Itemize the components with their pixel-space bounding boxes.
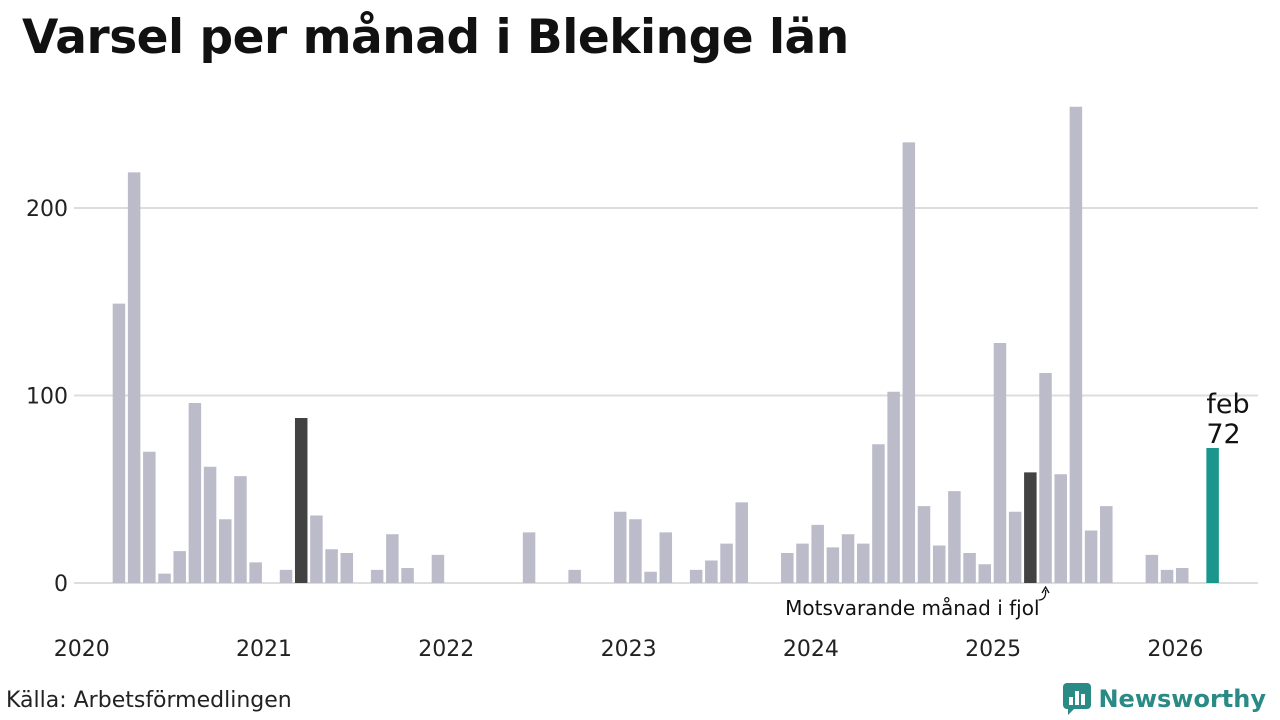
bar-2023-01 (644, 571, 657, 583)
y-tick-label: 200 (26, 197, 68, 222)
bar-2026-02 (1206, 448, 1219, 583)
bar-2020-02 (112, 303, 126, 583)
bar-2021-02 (294, 418, 308, 583)
bar-2022-11 (613, 511, 627, 583)
bar-2025-01 (1008, 511, 1022, 583)
current-value-label: 72 (1206, 419, 1240, 450)
x-tick-label-2025: 2025 (965, 637, 1021, 662)
y-tick-label: 0 (54, 572, 68, 597)
bar-2024-12 (993, 343, 1007, 583)
brand-logo: Newsworthy (1062, 682, 1266, 716)
bar-2020-08 (203, 466, 217, 583)
chart-title: Varsel per månad i Blekinge län (22, 10, 849, 65)
bar-2021-09 (401, 568, 414, 583)
bar-2025-12 (1175, 568, 1189, 583)
bar-2024-11 (978, 564, 992, 583)
bars (112, 106, 1219, 583)
bar-2023-11 (796, 543, 809, 583)
bar-2024-03 (857, 543, 870, 583)
bar-2024-02 (841, 534, 855, 583)
current-month-label: feb (1206, 389, 1249, 420)
bar-2021-11 (431, 554, 445, 583)
bar-2025-07 (1100, 506, 1113, 583)
bar-2024-06 (902, 142, 916, 583)
bar-2025-06 (1084, 530, 1098, 583)
bar-2023-12 (811, 524, 824, 583)
x-tick-label-2024: 2024 (783, 637, 839, 662)
annotation-arrow (1038, 589, 1047, 601)
bar-2020-06 (173, 551, 186, 583)
bar-2025-03 (1039, 373, 1052, 583)
bar-2023-07 (735, 502, 748, 583)
bar-2021-07 (370, 569, 384, 583)
bar-2020-05 (158, 573, 171, 583)
bar-2022-05 (522, 532, 536, 583)
bar-2021-04 (325, 549, 338, 583)
bar-2024-09 (948, 491, 961, 583)
bar-2023-02 (659, 532, 673, 583)
bar-2022-12 (629, 519, 642, 583)
bar-2024-10 (963, 553, 976, 583)
x-tick-label-2020: 2020 (54, 637, 110, 662)
x-tick-label-2023: 2023 (601, 637, 657, 662)
bar-2020-10 (234, 476, 247, 583)
bar-2023-10 (781, 553, 794, 583)
bar-2025-10 (1145, 554, 1159, 583)
bar-2023-06 (720, 543, 733, 583)
bar-2025-04 (1054, 474, 1067, 583)
bar-2024-07 (917, 506, 931, 583)
newsworthy-logo-icon (1063, 683, 1092, 715)
axes: 0 100 200 2020 2021 2022 2023 2024 2025 2026 (26, 197, 1203, 662)
source-credit: Källa: Arbetsförmedlingen (6, 688, 292, 713)
brand-name: Newsworthy (1098, 685, 1266, 713)
bar-2025-05 (1069, 106, 1083, 583)
bar-2020-09 (219, 519, 232, 583)
x-tick-label-2022: 2022 (418, 637, 474, 662)
same-month-last-year-label: Motsvarande månad i fjol (785, 596, 1039, 620)
bar-2024-01 (826, 547, 840, 583)
bar-2023-04 (689, 569, 703, 583)
bar-2020-11 (249, 562, 262, 583)
bar-2021-01 (279, 569, 293, 583)
x-tick-label-2021: 2021 (236, 637, 292, 662)
bar-2024-05 (887, 391, 900, 583)
bar-2025-02 (1024, 472, 1037, 583)
bar-2020-07 (188, 403, 202, 583)
bar-2020-04 (143, 451, 156, 583)
bar-2021-05 (340, 553, 354, 583)
annotation-arrowhead (1041, 585, 1050, 594)
bar-2025-11 (1160, 569, 1174, 583)
bar-2024-04 (872, 444, 885, 583)
bar-2022-08 (568, 569, 581, 583)
bar-chart: 0 100 200 2020 2021 2022 2023 2024 2025 2026 feb7… (26, 106, 1258, 662)
bar-2023-05 (705, 560, 718, 583)
bar-2020-03 (127, 172, 141, 583)
x-tick-label-2026: 2026 (1147, 637, 1203, 662)
bar-2021-03 (310, 515, 323, 583)
y-tick-label: 100 (26, 385, 68, 410)
bar-2021-08 (386, 534, 399, 583)
bar-2024-08 (932, 545, 946, 583)
